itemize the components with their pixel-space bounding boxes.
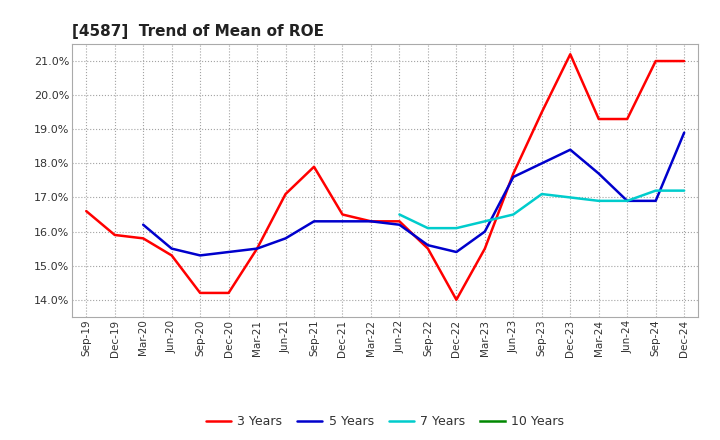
3 Years (253, 246, 261, 251)
3 Years (196, 290, 204, 296)
3 Years (623, 116, 631, 121)
3 Years (366, 219, 375, 224)
5 Years (167, 246, 176, 251)
3 Years (82, 209, 91, 214)
5 Years (566, 147, 575, 152)
5 Years (366, 219, 375, 224)
5 Years (282, 236, 290, 241)
5 Years (338, 219, 347, 224)
3 Years (595, 116, 603, 121)
3 Years (167, 253, 176, 258)
5 Years (452, 249, 461, 255)
3 Years (310, 164, 318, 169)
3 Years (139, 236, 148, 241)
3 Years (452, 297, 461, 302)
3 Years (110, 232, 119, 238)
7 Years (623, 198, 631, 203)
7 Years (537, 191, 546, 197)
7 Years (566, 195, 575, 200)
Text: [4587]  Trend of Mean of ROE: [4587] Trend of Mean of ROE (72, 24, 324, 39)
5 Years (509, 174, 518, 180)
5 Years (253, 246, 261, 251)
5 Years (310, 219, 318, 224)
3 Years (395, 219, 404, 224)
7 Years (395, 212, 404, 217)
7 Years (423, 225, 432, 231)
Line: 7 Years: 7 Years (400, 191, 684, 228)
5 Years (480, 229, 489, 234)
3 Years (652, 59, 660, 64)
5 Years (423, 242, 432, 248)
5 Years (395, 222, 404, 227)
5 Years (139, 222, 148, 227)
5 Years (225, 249, 233, 255)
3 Years (480, 246, 489, 251)
7 Years (480, 219, 489, 224)
Line: 5 Years: 5 Years (143, 133, 684, 255)
5 Years (196, 253, 204, 258)
3 Years (537, 110, 546, 115)
3 Years (566, 51, 575, 57)
5 Years (595, 171, 603, 176)
5 Years (652, 198, 660, 203)
7 Years (509, 212, 518, 217)
3 Years (338, 212, 347, 217)
Line: 3 Years: 3 Years (86, 54, 684, 300)
3 Years (282, 191, 290, 197)
3 Years (509, 171, 518, 176)
3 Years (680, 59, 688, 64)
5 Years (537, 161, 546, 166)
7 Years (680, 188, 688, 193)
Legend: 3 Years, 5 Years, 7 Years, 10 Years: 3 Years, 5 Years, 7 Years, 10 Years (201, 411, 570, 433)
7 Years (452, 225, 461, 231)
5 Years (623, 198, 631, 203)
7 Years (652, 188, 660, 193)
3 Years (423, 246, 432, 251)
3 Years (225, 290, 233, 296)
7 Years (595, 198, 603, 203)
5 Years (680, 130, 688, 136)
